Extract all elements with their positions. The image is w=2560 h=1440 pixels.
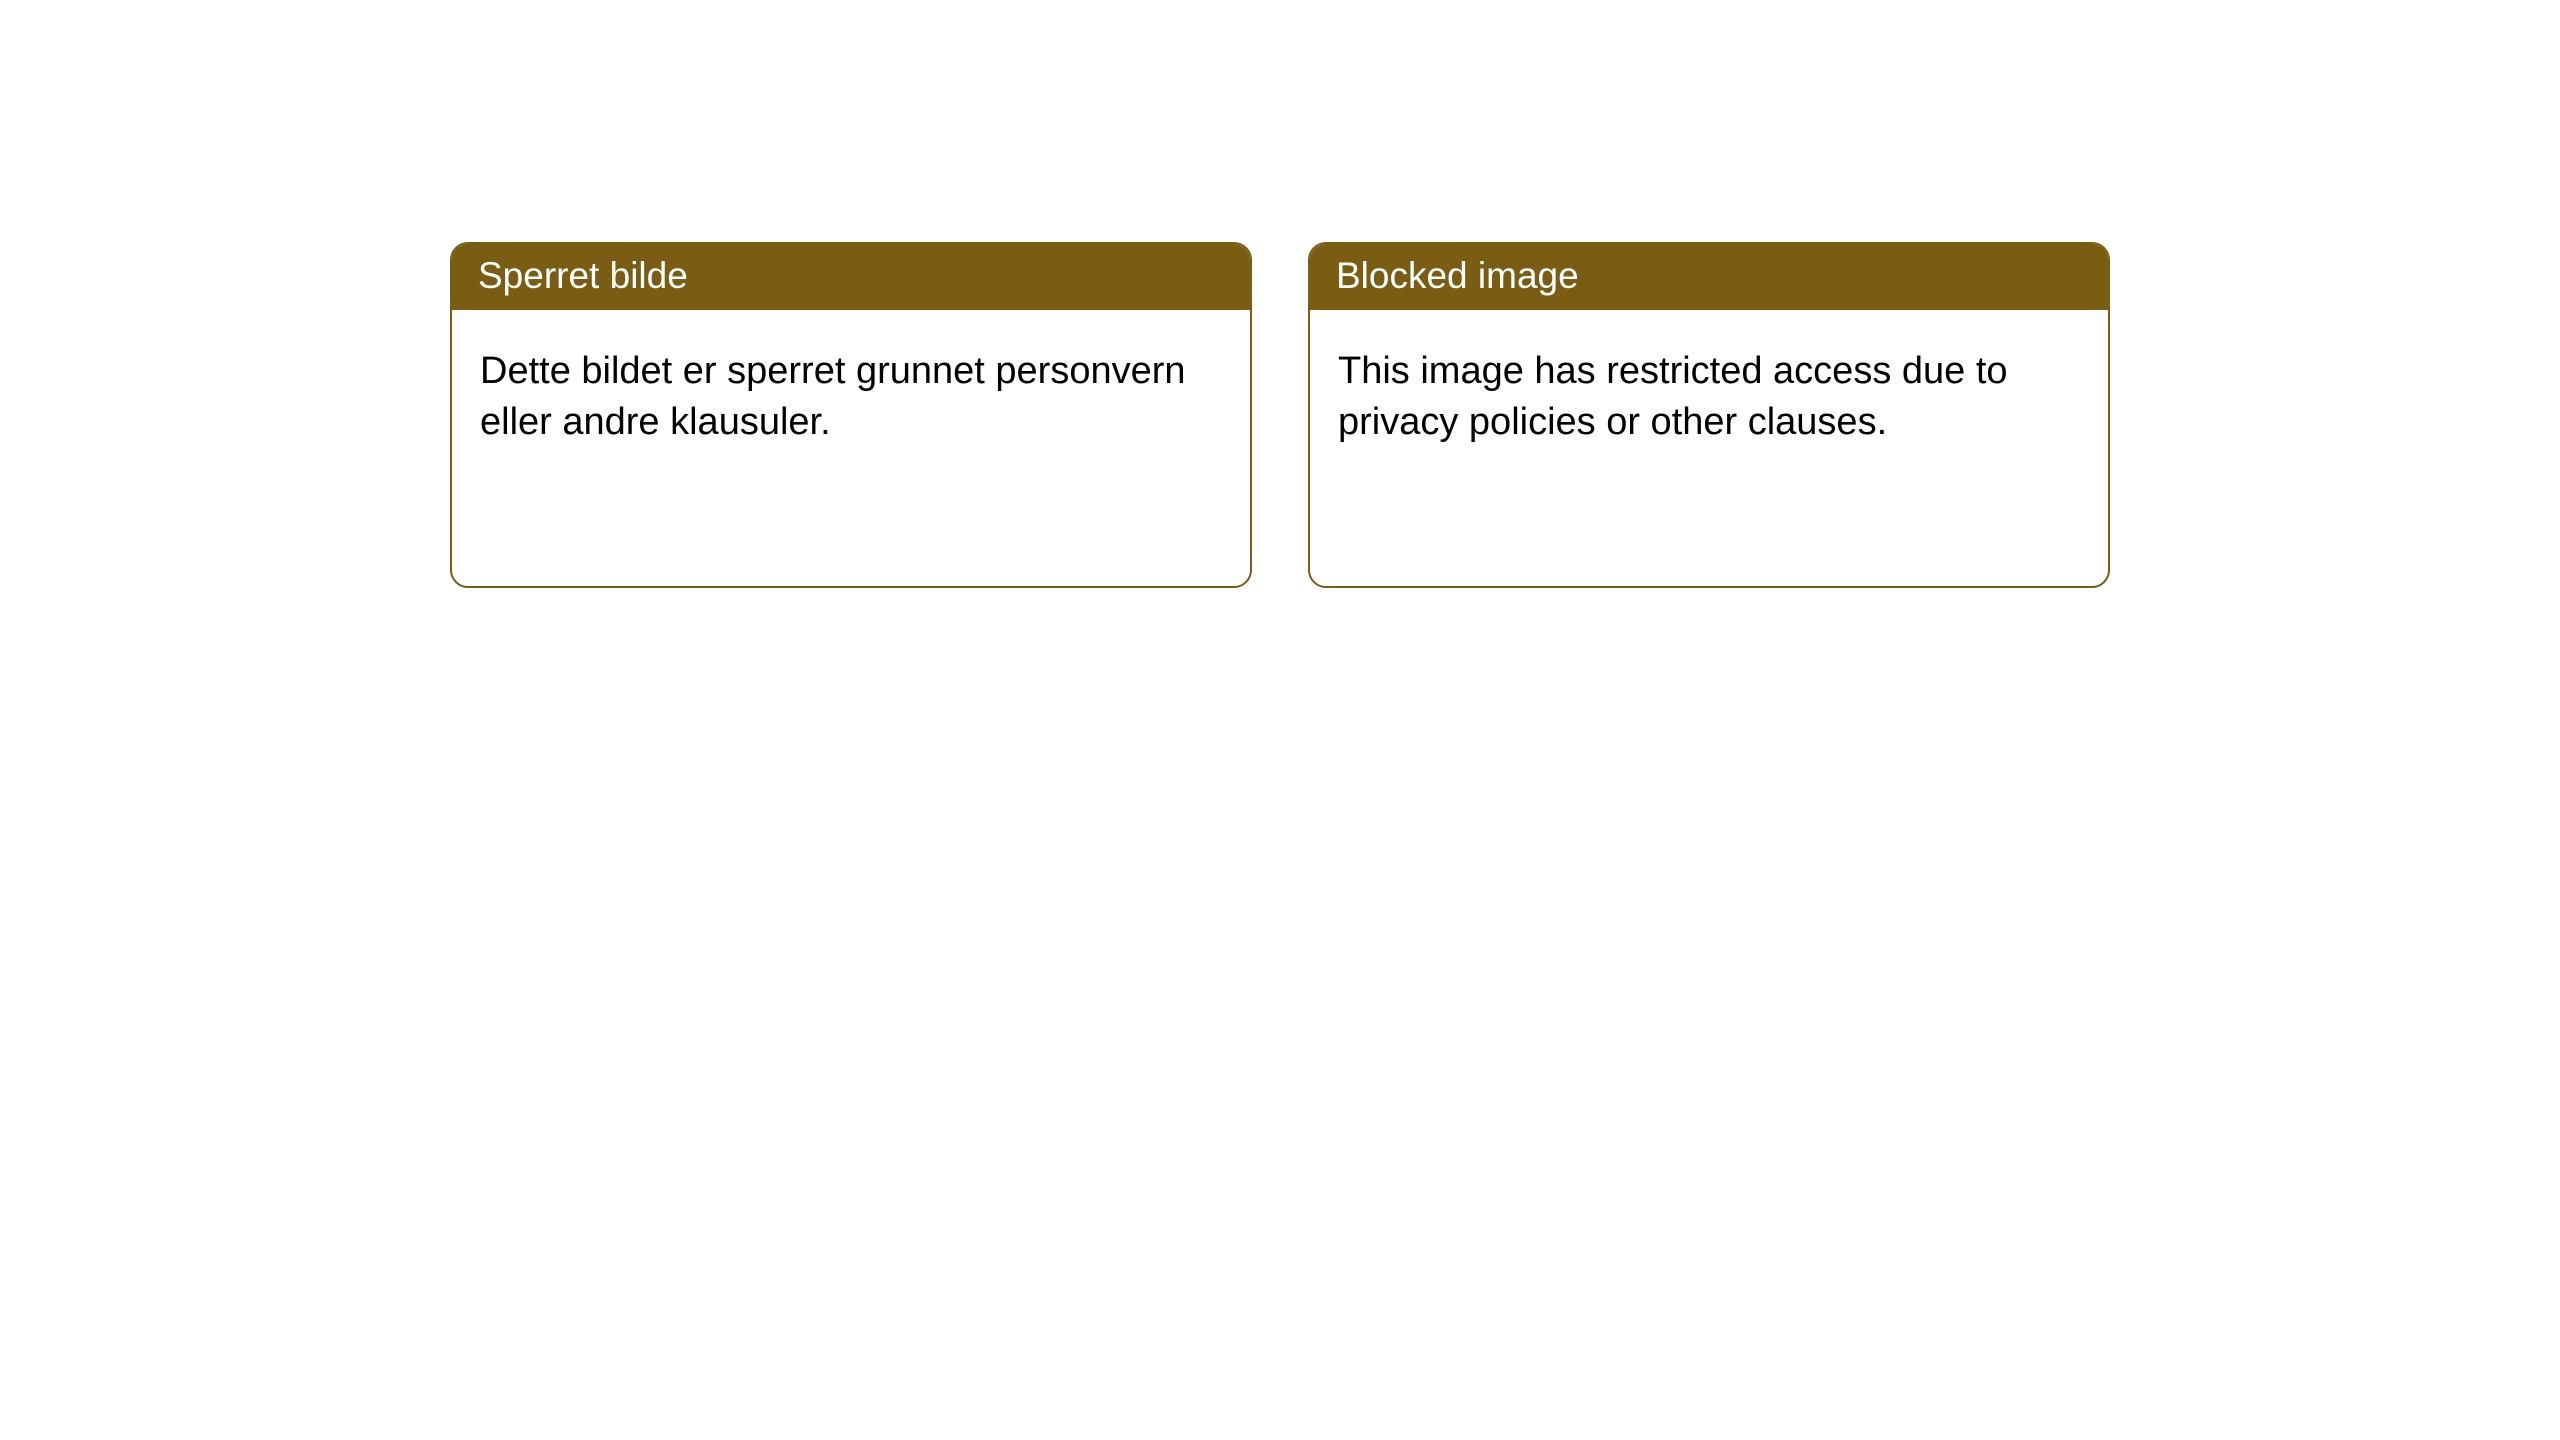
notice-card-english: Blocked image This image has restricted …: [1308, 242, 2110, 588]
notice-body: This image has restricted access due to …: [1310, 310, 2108, 586]
notice-body: Dette bildet er sperret grunnet personve…: [452, 310, 1250, 586]
notice-card-norwegian: Sperret bilde Dette bildet er sperret gr…: [450, 242, 1252, 588]
notice-header: Sperret bilde: [452, 244, 1250, 310]
notice-header: Blocked image: [1310, 244, 2108, 310]
notice-container: Sperret bilde Dette bildet er sperret gr…: [0, 0, 2560, 588]
